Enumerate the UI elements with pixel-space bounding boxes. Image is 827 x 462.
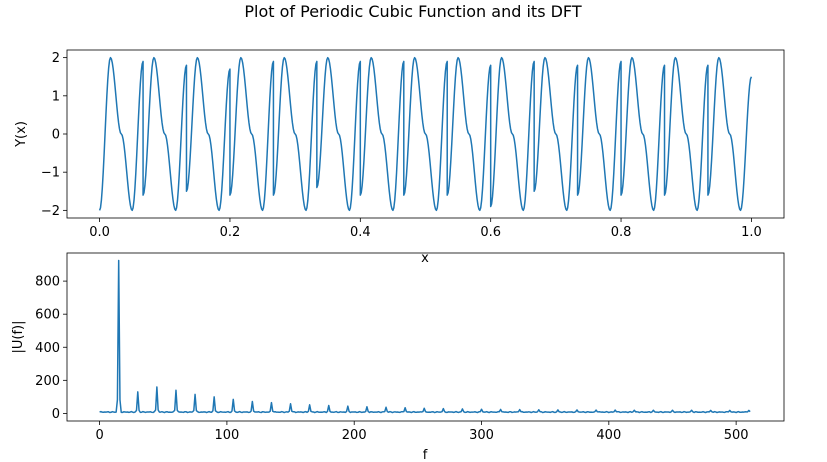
- frequency-domain-y-ticks: 0 200 400 600 800: [35, 275, 67, 422]
- time-domain-y-tick-label: −1: [41, 166, 60, 181]
- time-domain-x-tick-label: 0.4: [350, 225, 371, 240]
- time-domain-x-ticks: 0.0 0.2 0.4 0.6 0.8 1.0: [89, 218, 762, 240]
- time-domain-x-tick-label: 0.6: [480, 225, 501, 240]
- frequency-domain-y-tick-label: 0: [52, 407, 60, 422]
- time-domain-y-tick-label: 0: [52, 128, 60, 143]
- time-domain-y-ticks: −2 −1 0 1 2: [41, 51, 67, 219]
- frequency-domain-x-tick-label: 400: [596, 428, 621, 443]
- time-domain-y-tick-label: −2: [41, 204, 60, 219]
- frequency-domain-x-tick-label: 500: [724, 428, 749, 443]
- frequency-domain-plot-area: [99, 259, 751, 414]
- figure-title: Plot of Periodic Cubic Function and its …: [244, 2, 581, 21]
- frequency-domain-y-axis-label: |U(f)|: [11, 321, 26, 354]
- frequency-domain-y-tick-label: 400: [35, 341, 60, 356]
- time-domain-x-tick-label: 1.0: [741, 225, 762, 240]
- time-domain-axes: 0.0 0.2 0.4 0.6 0.8 1.0 −2 −1 0 1 2 Y(x) x: [14, 49, 785, 266]
- frequency-domain-y-tick-label: 200: [35, 374, 60, 389]
- frequency-domain-x-axis-label: f: [423, 448, 428, 462]
- frequency-domain-x-tick-label: 100: [214, 428, 239, 443]
- frequency-domain-axes: 0 100 200 300 400 500 0 200 400 600 800 |U(f)| f: [11, 252, 785, 462]
- frequency-domain-y-tick-label: 800: [35, 275, 60, 290]
- frequency-domain-x-tick-label: 0: [95, 428, 103, 443]
- frequency-domain-axes-frame: [66, 252, 785, 422]
- time-domain-x-tick-label: 0.0: [89, 225, 110, 240]
- time-domain-plot-area: [98, 56, 753, 212]
- time-domain-series-line: [98, 56, 753, 212]
- frequency-domain-x-ticks: 0 100 200 300 400 500: [95, 421, 749, 443]
- frequency-domain-x-tick-label: 200: [342, 428, 367, 443]
- frequency-domain-x-tick-label: 300: [469, 428, 494, 443]
- time-domain-x-tick-label: 0.2: [220, 225, 241, 240]
- time-domain-y-axis-label: Y(x): [14, 121, 29, 148]
- time-domain-y-tick-label: 1: [52, 89, 60, 104]
- frequency-domain-series-line: [99, 259, 751, 414]
- time-domain-x-axis-label: x: [421, 251, 429, 266]
- time-domain-x-tick-label: 0.8: [611, 225, 632, 240]
- time-domain-y-tick-label: 2: [52, 51, 60, 66]
- frequency-domain-y-tick-label: 600: [35, 308, 60, 323]
